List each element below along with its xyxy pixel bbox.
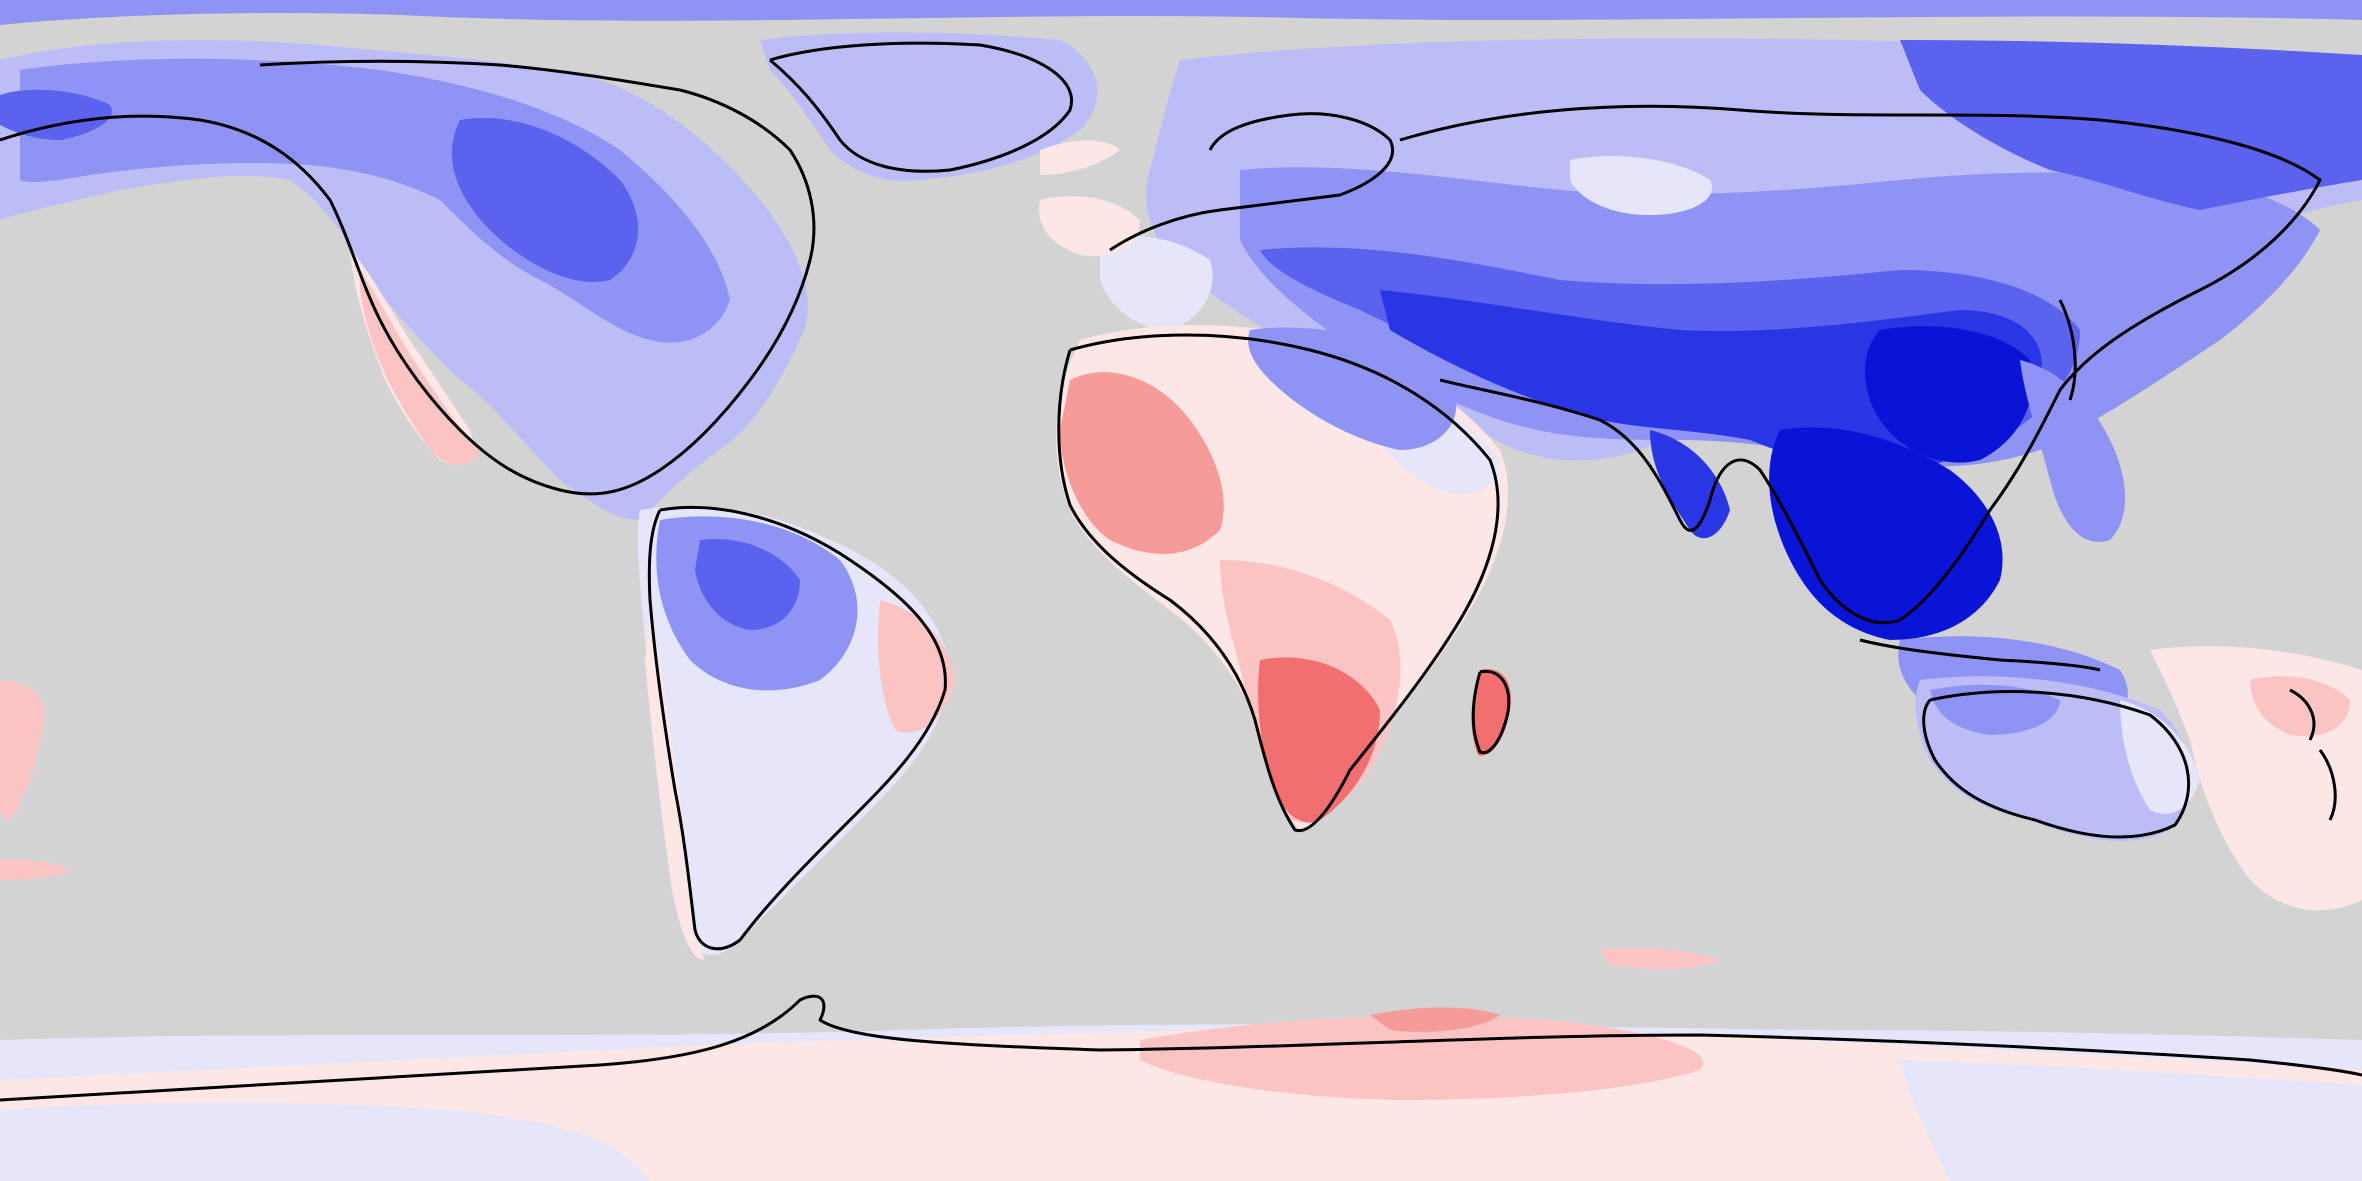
new-zealand-warm — [2250, 676, 2350, 737]
west-pacific-tongue — [2020, 360, 2125, 542]
coastline-indonesia — [1859, 638, 2101, 672]
iberia-pale — [1100, 236, 1213, 330]
arabia-pale — [1248, 327, 1457, 450]
coastline-greenland — [769, 41, 1073, 173]
atlantic-warm-patch — [1039, 196, 1140, 257]
coastlines — [0, 41, 2362, 1102]
coastline-new-zealand — [2289, 688, 2337, 821]
australia-east-pale — [2120, 700, 2200, 814]
coastline-north-america — [0, 59, 816, 496]
coastline-south-america — [647, 506, 947, 951]
north-america-cold-core — [451, 118, 639, 282]
pacific-warm-strip — [0, 859, 70, 880]
alaska-cold — [0, 89, 112, 140]
southern-ocean-warm-strip — [1600, 948, 1720, 970]
coastline-australia — [1922, 690, 2191, 839]
southern-africa-hottest — [1258, 657, 1380, 823]
coastline-asia — [1399, 104, 2322, 625]
antarctica-cold-sector-east — [1900, 1060, 2362, 1181]
coastline-africa — [1057, 333, 1500, 833]
coastline-japan — [2058, 299, 2077, 401]
australia-north-cold — [1930, 684, 2060, 735]
mexico-warm — [359, 270, 480, 465]
southeast-asia-coldest — [1769, 427, 2003, 640]
arctic-band — [0, 0, 2362, 25]
coastline-antarctica — [0, 994, 2362, 1102]
india-tip — [1650, 430, 1730, 539]
brazil-east-warm — [878, 600, 955, 733]
pacific-island-warm — [0, 680, 45, 820]
coastline-europe — [1109, 112, 1394, 252]
antarctica-hot-patch — [1370, 1007, 1500, 1032]
greenland-warm-fringe — [1040, 140, 1120, 175]
coastline-madagascar — [1471, 669, 1511, 755]
siberia-pale — [1570, 156, 1712, 215]
east-china-coldest — [1865, 326, 2033, 463]
amazon-cold-core — [695, 539, 800, 630]
antarctica-cold-sector — [0, 1102, 650, 1181]
west-africa-warm — [1060, 372, 1224, 554]
